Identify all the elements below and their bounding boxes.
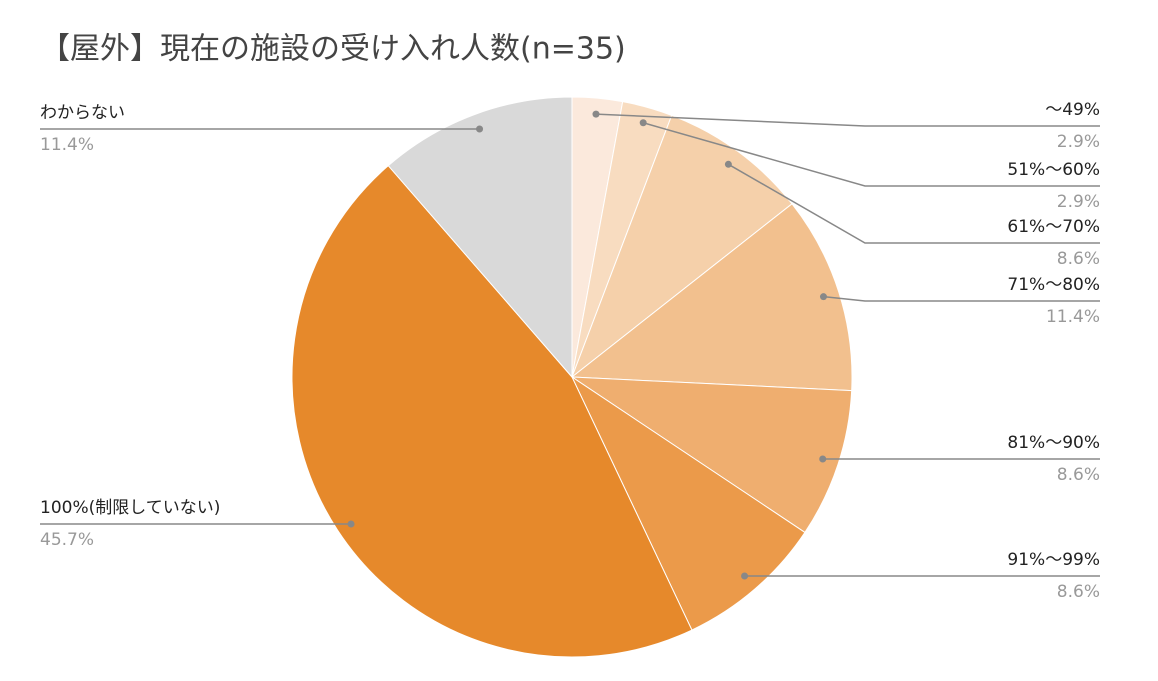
legend-label: 91%～99% [1007, 550, 1100, 570]
value-label: 2.9% [1057, 192, 1100, 212]
leader-dot [741, 572, 749, 580]
legend-label: わからない [40, 103, 125, 123]
value-label: 8.6% [1057, 582, 1100, 602]
legend-label: 61%～70% [1007, 217, 1100, 237]
value-label: 8.6% [1057, 249, 1100, 269]
pie-slice [570, 203, 853, 392]
pie-slice [291, 164, 693, 658]
leader-dot [724, 160, 732, 168]
leader-line [728, 163, 1100, 244]
value-label: 11.4% [40, 135, 94, 155]
leader-dot [639, 119, 647, 127]
leader-dot [592, 110, 600, 118]
value-label: 2.9% [1057, 132, 1100, 152]
pie-slice [570, 376, 853, 534]
value-label: 11.4% [1046, 307, 1100, 327]
leader-dot [819, 293, 827, 301]
legend-label: ～49% [1045, 100, 1100, 120]
leader-line [642, 122, 1100, 187]
legend-label: 71%～80% [1007, 275, 1100, 295]
legend-label: 100%(制限していない) [40, 498, 220, 518]
leader-dot [476, 125, 484, 133]
pie-slice [387, 96, 573, 379]
leader-line [595, 113, 1100, 127]
value-label: 8.6% [1057, 465, 1100, 485]
leader-dot [819, 455, 827, 463]
value-label: 45.7% [40, 530, 94, 550]
pie-slice [570, 375, 806, 631]
chart-title: 【屋外】現在の施設の受け入れ人数(n=35) [40, 32, 626, 67]
legend-label: 81%～90% [1007, 433, 1100, 453]
leader-dot [347, 520, 355, 528]
leader-line [823, 295, 1100, 302]
legend-label: 51%～60% [1007, 160, 1100, 180]
